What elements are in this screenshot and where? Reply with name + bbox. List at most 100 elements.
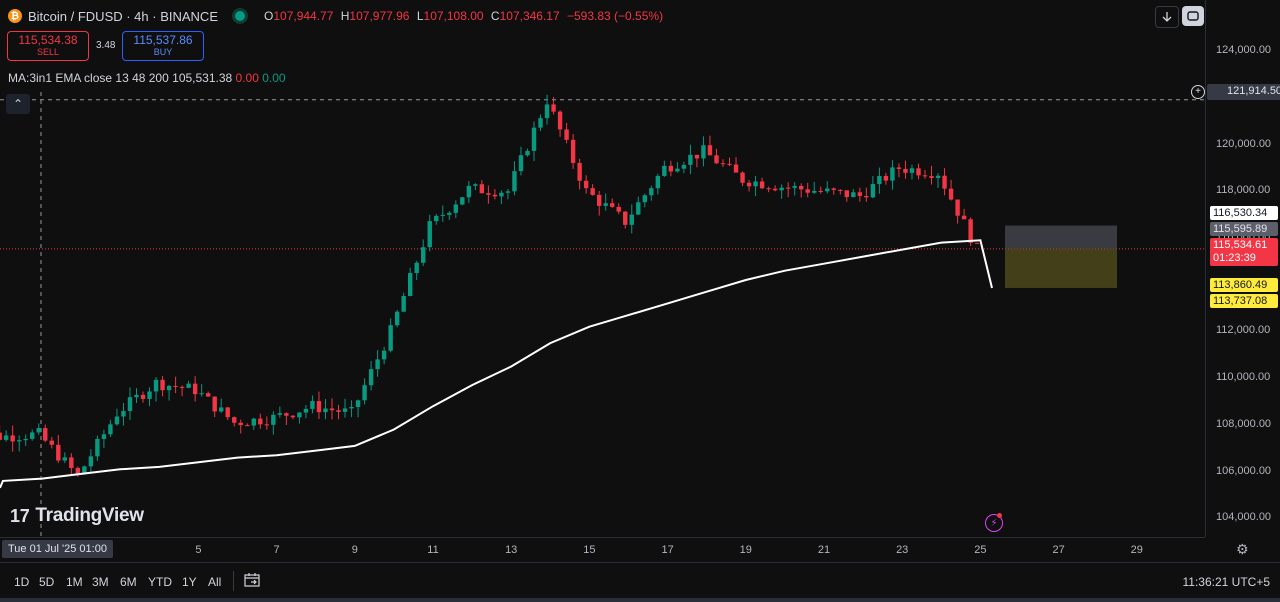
- indicator-value: 105,531.38: [172, 71, 233, 85]
- add-alert-icon[interactable]: +: [1191, 85, 1205, 99]
- range-button-ytd[interactable]: YTD: [148, 575, 172, 589]
- close-value: 107,346.17: [499, 9, 560, 23]
- candle-body: [179, 386, 185, 388]
- candle-body: [10, 435, 15, 442]
- collapse-legend-button[interactable]: ⌃: [6, 94, 30, 114]
- candle-body: [870, 184, 876, 198]
- candle-body: [303, 408, 309, 413]
- sell-button[interactable]: 115,534.38 SELL: [7, 31, 89, 61]
- indicator-legend[interactable]: MA:3in1 EMA close 13 48 200 105,531.38 0…: [8, 71, 286, 85]
- time-tick-label: 9: [351, 544, 358, 556]
- tradingview-mark-icon: 17: [10, 505, 30, 526]
- candle-body: [82, 466, 87, 475]
- symbol-title[interactable]: Bitcoin / FDUSD · 4h · BINANCE: [28, 8, 218, 24]
- candle-body: [720, 163, 726, 165]
- candle-body: [492, 194, 498, 197]
- candle-body: [707, 145, 713, 156]
- crosshair-price: 121,914.50: [1227, 85, 1280, 97]
- candle-body: [701, 145, 706, 159]
- ma-price-tag-1: 113,860.49: [1210, 278, 1278, 292]
- candle-body: [694, 154, 700, 159]
- time-axis[interactable]: 5 7 9 11 13 15 17 19 21 23 25 27 29 Tue 01 Jul '25 0…: [0, 537, 1205, 562]
- tradingview-logo[interactable]: 17 TradingView: [10, 505, 144, 527]
- candle-body: [903, 168, 908, 173]
- open-key: O: [264, 9, 274, 23]
- candle-body: [864, 195, 869, 198]
- candle-body: [629, 214, 634, 225]
- candle-body: [668, 165, 674, 172]
- candle-body: [570, 139, 576, 163]
- candle-body: [590, 188, 595, 195]
- range-button-6m[interactable]: 6M: [120, 575, 137, 589]
- gear-icon[interactable]: ⚙: [1236, 541, 1249, 557]
- range-button-1y[interactable]: 1Y: [182, 575, 197, 589]
- time-tick-label: 25: [974, 544, 987, 556]
- candle-body: [766, 188, 771, 190]
- candle-body: [942, 175, 947, 189]
- candle-body: [688, 154, 693, 165]
- candle-body: [838, 189, 843, 191]
- candle-body: [199, 393, 204, 395]
- buy-label: BUY: [153, 47, 173, 57]
- candle-body: [727, 163, 732, 165]
- lightning-icon[interactable]: ⚡: [985, 514, 1003, 532]
- candle-body: [440, 214, 445, 216]
- candle-body: [740, 172, 745, 183]
- candle-body: [323, 408, 328, 413]
- candle-body: [759, 181, 765, 189]
- utc-clock[interactable]: 11:36:21 UTC+5: [1182, 575, 1271, 589]
- candle-body: [245, 425, 250, 427]
- candle-body: [160, 379, 165, 391]
- candle-body: [649, 188, 654, 196]
- range-button-1d[interactable]: 1D: [14, 575, 30, 589]
- candle-body: [186, 383, 191, 388]
- candle-body: [583, 180, 589, 189]
- candle-body: [95, 438, 100, 457]
- candle-body: [948, 188, 954, 200]
- go-to-date-icon[interactable]: [243, 571, 261, 589]
- candle-body: [284, 413, 289, 416]
- candle-body: [453, 204, 459, 213]
- candle-body: [473, 184, 478, 186]
- time-tick-label: 7: [273, 544, 280, 556]
- candle-body: [642, 195, 647, 203]
- range-button-3m[interactable]: 3M: [92, 575, 109, 589]
- ma-200-line: [0, 239, 993, 489]
- download-button[interactable]: [1155, 6, 1179, 28]
- candle-body: [681, 164, 687, 169]
- candle-body: [140, 394, 146, 399]
- candle-body: [414, 262, 419, 274]
- candle-body: [596, 194, 602, 206]
- chart-area[interactable]: ₿ Bitcoin / FDUSD · 4h · BINANCE O107,94…: [0, 0, 1205, 537]
- candle-body: [935, 175, 941, 179]
- candle-body: [421, 247, 426, 263]
- candle-body: [166, 385, 172, 391]
- range-button-1m[interactable]: 1M: [66, 575, 83, 589]
- candle-body: [564, 129, 569, 140]
- symbol-legend[interactable]: ₿ Bitcoin / FDUSD · 4h · BINANCE O107,94…: [8, 8, 667, 24]
- fullscreen-icon: [1187, 11, 1199, 21]
- fullscreen-button[interactable]: [1182, 6, 1204, 26]
- candle-body: [955, 199, 960, 216]
- range-button-5d[interactable]: 5D: [39, 575, 55, 589]
- market-open-icon: [232, 8, 248, 24]
- time-tick-label: 23: [896, 544, 909, 556]
- price-tick-label: 112,000.00: [1216, 324, 1271, 337]
- buy-button[interactable]: 115,537.86 BUY: [122, 31, 204, 61]
- candle-body: [518, 155, 524, 172]
- candle-body: [205, 393, 211, 397]
- price-tick-label: 124,000.00: [1216, 44, 1272, 57]
- candle-body: [896, 167, 902, 169]
- candle-body: [258, 418, 263, 425]
- time-tick-label: 17: [661, 544, 674, 556]
- candle-body: [114, 416, 120, 425]
- candle-body: [499, 192, 504, 197]
- candle-body: [56, 444, 61, 461]
- candle-body: [460, 197, 465, 205]
- range-button-all[interactable]: All: [208, 575, 222, 589]
- candle-body: [23, 438, 28, 441]
- chart-plot[interactable]: [0, 0, 1205, 537]
- bitcoin-logo-icon: ₿: [8, 9, 22, 23]
- candle-body: [368, 369, 374, 386]
- price-axis[interactable]: 124,000.00 120,000.00 118,000.00 116,000.00…: [1191, 0, 1280, 537]
